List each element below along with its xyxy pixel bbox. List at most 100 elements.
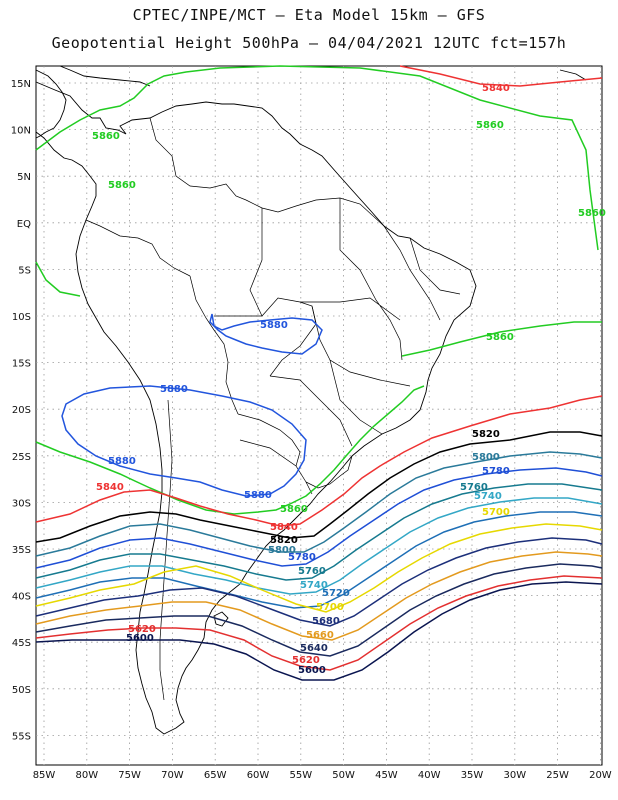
contour-5800 (35, 451, 603, 557)
border-colombia-ecuador-peru (85, 219, 191, 277)
coastline-south-america (35, 81, 477, 735)
lat-tick-label: 5N (17, 172, 31, 183)
lat-tick-label: 55S (12, 731, 31, 742)
lat-tick-label: 10N (11, 126, 31, 137)
lat-tick-label: 5S (18, 265, 31, 276)
lat-tick-label: 50S (12, 685, 31, 696)
south-america-landmass (35, 65, 587, 735)
border-peru-bolivia (189, 275, 239, 415)
contour-label-5860-east: 5860 (578, 208, 606, 219)
contour-5880-west (61, 385, 307, 497)
contour-5780 (35, 467, 603, 569)
contour-5600 (35, 581, 603, 681)
map-frame (35, 65, 603, 766)
border-bolivia-paraguay (237, 413, 301, 467)
lat-tick-label: 15N (11, 79, 31, 90)
lon-tick-label: 25W (546, 770, 569, 781)
contour-labels: 5840 5860 5860 5860 5860 5880 5860 5880 … (92, 83, 606, 676)
contour-label-5780-south: 5780 (288, 552, 316, 563)
lon-tick-label: 55W (289, 770, 312, 781)
contour-label-5600-south: 5600 (298, 665, 326, 676)
coastline-central-america (35, 69, 67, 139)
contour-label-5800-east: 5800 (472, 452, 500, 463)
title-line-1: CPTEC/INPE/MCT – Eta Model 15km – GFS (132, 6, 486, 24)
contour-5700 (35, 523, 603, 613)
contour-label-5700-east: 5700 (482, 507, 510, 518)
border-brazil-states (249, 198, 461, 447)
contour-label-5620-west: 5620 (128, 624, 156, 635)
contour-label-5880-central: 5880 (260, 320, 288, 331)
contour-label-5860-south: 5860 (280, 504, 308, 515)
contour-label-5860-atlantic: 5860 (486, 332, 514, 343)
contour-5680 (35, 537, 603, 627)
contour-label-5840-north: 5840 (482, 83, 510, 94)
contour-label-5780-east: 5780 (482, 466, 510, 477)
lon-tick-label: 45W (375, 770, 398, 781)
lat-tick-label: 15S (12, 359, 31, 370)
contour-label-5760-south: 5760 (298, 566, 326, 577)
lon-tick-label: 20W (589, 770, 612, 781)
contour-label-5640-south: 5640 (300, 643, 328, 654)
contour-label-5680-south: 5680 (312, 616, 340, 627)
lon-tick-label: 30W (503, 770, 526, 781)
grid-lines (36, 66, 602, 765)
lat-tick-label: EQ (17, 219, 31, 230)
contour-lines (35, 65, 603, 681)
contour-5740 (35, 497, 603, 595)
lon-tick-label: 65W (204, 770, 227, 781)
lat-tick-label: 20S (12, 405, 31, 416)
border-paraguay-argentina (239, 439, 313, 495)
contour-label-5860-caribbean: 5860 (92, 131, 120, 142)
contour-5840-north (399, 65, 603, 87)
border-colombia-venezuela (149, 117, 247, 201)
lat-tick-label: 25S (12, 452, 31, 463)
contour-label-5760-east: 5760 (460, 482, 488, 493)
contour-5760 (35, 483, 603, 581)
contour-label-5860-amazon: 5860 (108, 180, 136, 191)
ticks: 15N 10N 5N EQ 5S 10S 15S 20S 25S 30S 35S 40S 45S 50S 5… (11, 79, 612, 781)
contour-5860-north (35, 65, 599, 251)
lon-tick-label: 80W (75, 770, 98, 781)
lon-tick-label: 40W (418, 770, 441, 781)
title-line-2: Geopotential Height 500hPa – 04/04/2021 … (51, 34, 567, 52)
contour-label-5700-south: 5700 (316, 602, 344, 613)
lat-tick-label: 40S (12, 592, 31, 603)
contour-label-5800-south: 5800 (268, 545, 296, 556)
contour-5720 (35, 511, 603, 609)
lon-tick-label: 35W (461, 770, 484, 781)
contour-label-5880-sw: 5880 (244, 490, 272, 501)
contour-label-5820-east: 5820 (472, 429, 500, 440)
contour-5820 (35, 431, 603, 543)
contour-label-5600-west: 5600 (126, 633, 154, 644)
contour-label-5620-south: 5620 (292, 655, 320, 666)
contour-label-5880-west: 5880 (160, 384, 188, 395)
lon-tick-label: 70W (161, 770, 184, 781)
contour-5860-south (35, 385, 425, 515)
country-borders (85, 117, 461, 701)
contour-label-5840-west: 5840 (96, 482, 124, 493)
lat-tick-label: 45S (12, 638, 31, 649)
lon-tick-label: 75W (118, 770, 141, 781)
coastline-islands (213, 69, 587, 627)
contour-5660 (35, 551, 603, 641)
contour-label-5740-south: 5740 (300, 580, 328, 591)
contour-label-5820-south: 5820 (270, 535, 298, 546)
contour-5840 (35, 395, 603, 527)
contour-label-5880-south: 5880 (108, 456, 136, 467)
coastline-caribbean (59, 65, 151, 87)
lon-tick-label: 60W (247, 770, 270, 781)
lat-tick-label: 30S (12, 498, 31, 509)
lat-tick-label: 10S (12, 312, 31, 323)
contour-5640 (35, 563, 603, 657)
border-brazil-north (245, 197, 385, 227)
border-chile-argentina (159, 399, 173, 701)
contour-label-5660-south: 5660 (306, 630, 334, 641)
contour-label-5720-south: 5720 (322, 588, 350, 599)
lat-tick-label: 35S (12, 545, 31, 556)
lon-tick-label: 85W (33, 770, 56, 781)
contour-label-5840-south: 5840 (270, 522, 298, 533)
contour-5860-east (35, 261, 602, 357)
contour-5880-central (209, 313, 323, 355)
contour-5620 (35, 575, 603, 671)
